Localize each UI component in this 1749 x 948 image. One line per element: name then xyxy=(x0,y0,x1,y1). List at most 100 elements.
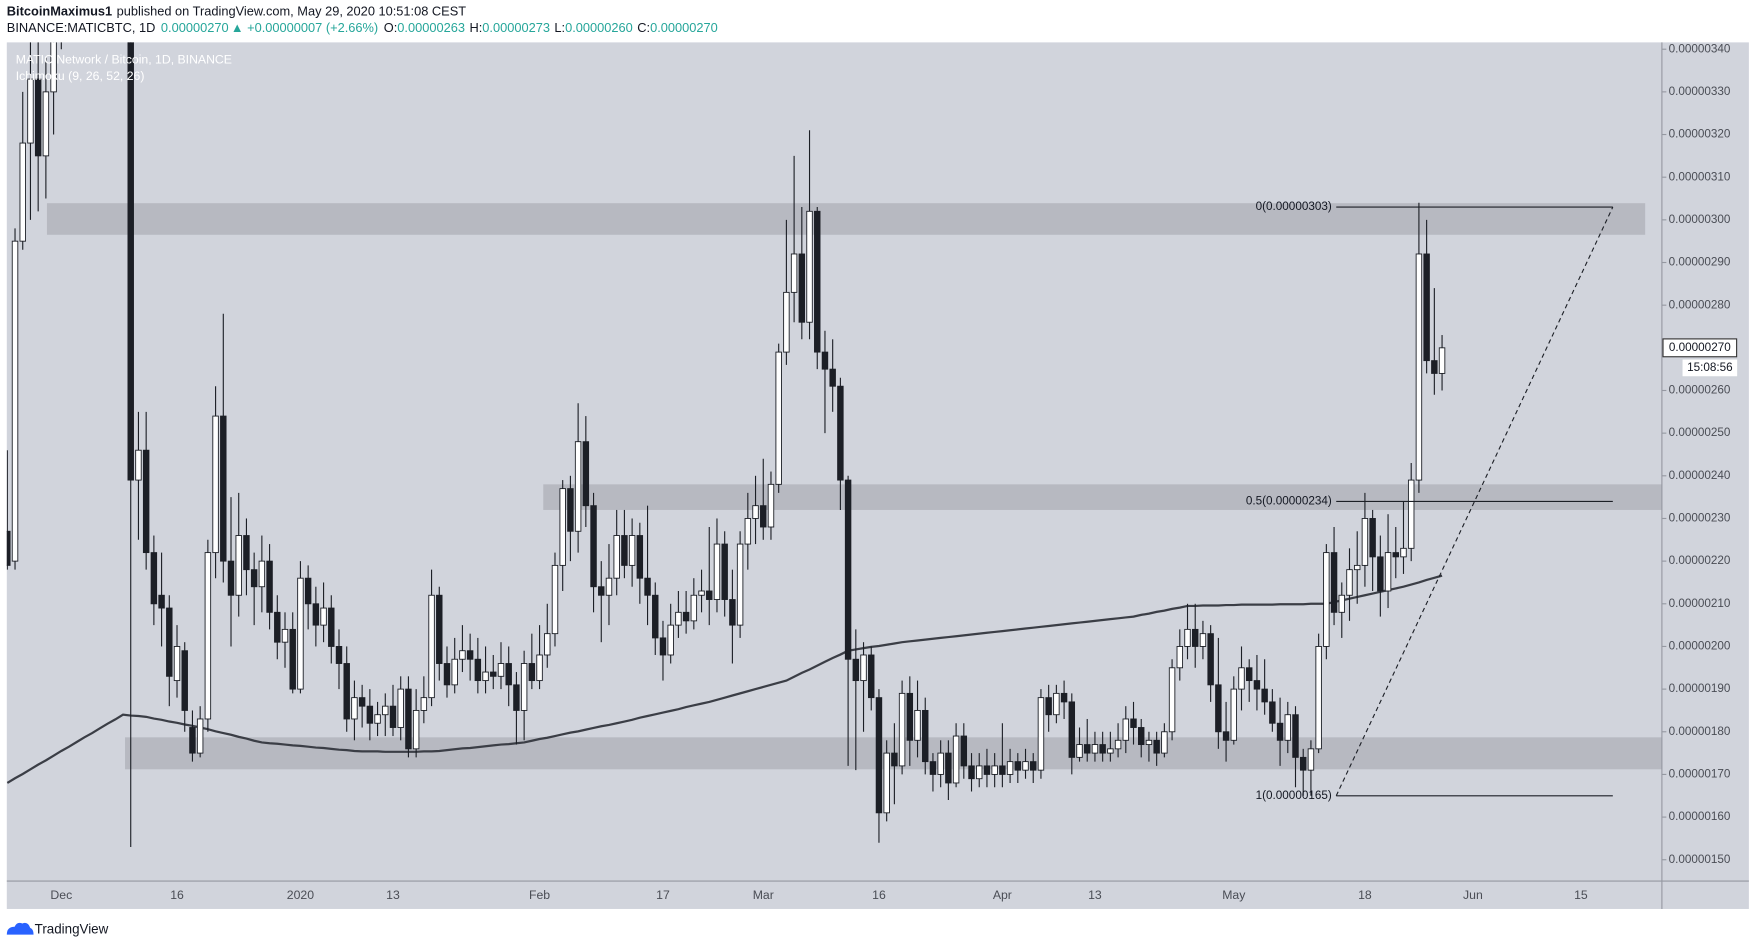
symbol-line: BINANCE:MATICBTC, 1D 0.00000270 ▲ +0.00000… xyxy=(7,20,718,35)
candle-body xyxy=(1245,667,1253,682)
candle-body xyxy=(466,650,474,660)
y-tick-label: 0.00000330 xyxy=(1669,85,1731,98)
candle-body xyxy=(605,577,613,596)
candle-body xyxy=(412,709,420,750)
countdown: 15:08:56 xyxy=(1687,361,1733,374)
candle-body xyxy=(135,449,142,481)
last-price-label: 0.00000270 xyxy=(1669,341,1731,354)
y-tick-label: 0.00000180 xyxy=(1669,725,1731,738)
candle-body xyxy=(50,42,57,93)
candle-body xyxy=(790,253,798,293)
candle-body xyxy=(343,663,350,720)
last-price: 0.00000270 xyxy=(161,20,229,35)
candle-body xyxy=(243,535,250,571)
fib-label: 1(0.00000165) xyxy=(1256,789,1332,802)
price-zone xyxy=(46,203,1646,235)
x-tick-label: 15 xyxy=(1574,888,1588,902)
candle-body xyxy=(544,633,551,656)
candle-body xyxy=(289,628,296,690)
candle-body xyxy=(852,658,860,682)
last-price-box xyxy=(1662,338,1738,358)
candle-body xyxy=(567,488,574,532)
ohlc-key: L: xyxy=(554,20,565,35)
candle-body xyxy=(883,752,890,814)
ohlc-key: C: xyxy=(637,20,650,35)
plot-area xyxy=(6,42,1662,847)
candle-body xyxy=(736,543,744,626)
candle-body xyxy=(42,91,50,157)
candle-body xyxy=(582,441,590,507)
candle-body xyxy=(490,671,497,677)
candle-body xyxy=(1168,667,1176,733)
candle-body xyxy=(1107,748,1114,754)
candle-body xyxy=(1230,688,1238,741)
candle-body xyxy=(1215,684,1222,733)
candle-body xyxy=(1323,552,1330,647)
candle-body xyxy=(451,658,458,686)
y-tick-label: 0.00000210 xyxy=(1669,597,1731,610)
candle-body xyxy=(335,646,343,664)
candle-body xyxy=(682,611,690,622)
candle-body xyxy=(760,505,767,528)
candle-body xyxy=(1431,360,1438,374)
candle-body xyxy=(906,692,914,741)
y-tick-label: 0.00000340 xyxy=(1669,42,1731,55)
candle-body xyxy=(914,709,921,741)
candle-body xyxy=(1338,594,1346,613)
candle-body xyxy=(1199,633,1207,647)
candle-body xyxy=(366,705,374,724)
candle-body xyxy=(775,351,782,485)
candle-body xyxy=(536,654,543,682)
candle-body xyxy=(1091,744,1099,754)
candle-body xyxy=(952,735,960,784)
x-tick-label: May xyxy=(1222,888,1246,902)
candle-body xyxy=(929,761,937,775)
x-tick-label: 13 xyxy=(386,888,400,902)
y-tick-label: 0.00000230 xyxy=(1669,512,1731,525)
candle-body xyxy=(821,351,829,370)
candle-body xyxy=(212,415,219,554)
candle-body xyxy=(652,594,659,639)
candle-body xyxy=(659,637,667,656)
candle-body xyxy=(1014,761,1022,771)
candle-body xyxy=(397,688,404,728)
ohlc-value: 0.00000263 xyxy=(397,20,465,35)
candle-body xyxy=(173,646,181,682)
y-tick-label: 0.00000280 xyxy=(1669,298,1731,311)
candle-body xyxy=(250,569,258,588)
publish-line: BitcoinMaximus1 published on TradingView.… xyxy=(7,4,466,19)
candle-body xyxy=(235,535,242,596)
moving-average-line xyxy=(6,574,1443,784)
candle-body xyxy=(976,765,983,780)
candle-body xyxy=(1269,701,1276,724)
candle-body xyxy=(860,654,867,682)
y-tick-label: 0.00000250 xyxy=(1669,426,1731,439)
candle-body xyxy=(1299,756,1307,771)
candle-body xyxy=(1438,347,1446,374)
candle-body xyxy=(166,607,173,677)
candle-body xyxy=(220,415,227,562)
fib-label: 0.5(0.00000234) xyxy=(1246,494,1332,507)
candle-body xyxy=(497,663,505,677)
candle-body xyxy=(142,449,150,554)
y-tick-label: 0.00000200 xyxy=(1669,640,1731,653)
candle-body xyxy=(806,210,813,323)
candle-body xyxy=(898,692,906,767)
candle-body xyxy=(675,611,682,626)
y-tick-label: 0.00000170 xyxy=(1669,768,1731,781)
candle-body xyxy=(1084,744,1091,754)
y-tick-label: 0.00000240 xyxy=(1669,469,1731,482)
y-tick-label: 0.00000300 xyxy=(1669,213,1731,226)
x-tick-label: 16 xyxy=(872,888,886,902)
candle-body xyxy=(945,752,952,784)
y-tick-label: 0.00000320 xyxy=(1669,128,1731,141)
candle-body xyxy=(1353,564,1361,571)
candle-body xyxy=(1284,714,1292,741)
x-tick-label: 13 xyxy=(1088,888,1102,902)
candle-body xyxy=(798,253,806,323)
candle-body xyxy=(613,535,620,579)
candle-body xyxy=(590,505,597,588)
candle-body xyxy=(690,594,698,622)
